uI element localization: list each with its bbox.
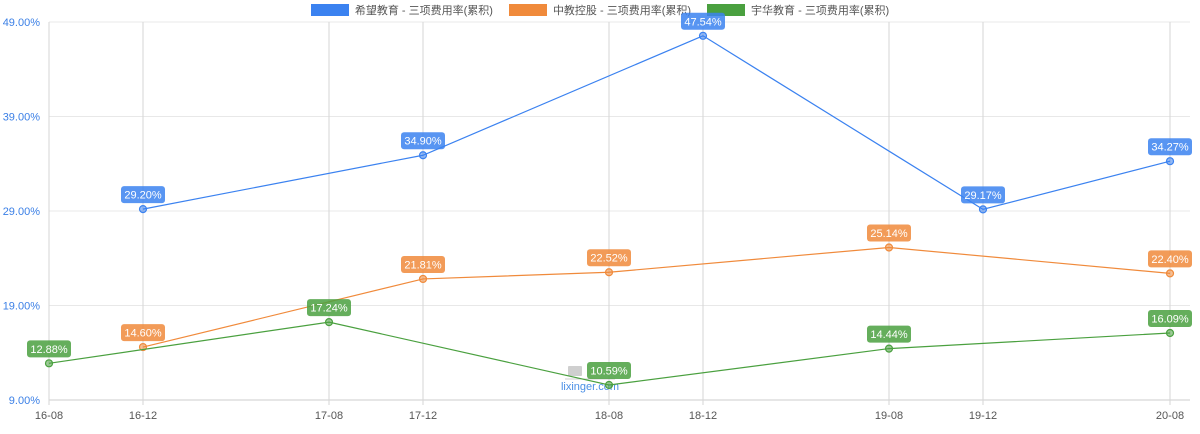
axes: 49.00% 39.00% 29.00% 19.00% 9.00% 16-08 16-12 1… xyxy=(3,17,1184,422)
x-tick-label: 16-12 xyxy=(129,410,157,422)
x-tick-label: 17-12 xyxy=(409,410,437,422)
data-point[interactable] xyxy=(44,359,54,368)
data-label: 21.81% xyxy=(401,255,445,273)
legend-label: 宇华教育 - 三项费用率(累积) xyxy=(751,5,890,17)
data-label: 14.44% xyxy=(867,325,911,343)
data-label: 29.20% xyxy=(121,186,165,204)
series-line xyxy=(142,246,1171,348)
data-label: 12.88% xyxy=(27,340,71,358)
data-label: 17.24% xyxy=(307,299,351,317)
data-label: 29.17% xyxy=(961,186,1005,204)
data-point[interactable] xyxy=(1165,269,1175,278)
svg-text:17.24%: 17.24% xyxy=(310,303,348,315)
data-point[interactable] xyxy=(698,31,708,40)
data-labels: 29.20% 34.90% 47.54% 29.17% 34.27% 14.60% 21.8… xyxy=(27,12,1192,379)
data-label: 10.59% xyxy=(587,361,631,379)
y-tick-label: 39.00% xyxy=(3,112,41,124)
data-point[interactable] xyxy=(884,243,894,252)
watermark-logo-icon xyxy=(568,366,582,376)
legend-swatch-orange-icon xyxy=(508,4,547,16)
y-tick-label: 49.00% xyxy=(3,17,41,29)
svg-text:22.40%: 22.40% xyxy=(1151,254,1189,266)
svg-text:21.81%: 21.81% xyxy=(404,259,442,271)
x-tick-label: 19-08 xyxy=(875,410,903,422)
data-point[interactable] xyxy=(604,268,614,277)
data-label: 25.14% xyxy=(867,224,911,242)
svg-text:29.20%: 29.20% xyxy=(124,190,162,202)
legend-swatch-blue-icon xyxy=(310,4,349,16)
data-point[interactable] xyxy=(418,274,428,284)
data-point[interactable] xyxy=(1165,157,1175,166)
y-tick-label: 19.00% xyxy=(3,301,41,313)
svg-text:14.60%: 14.60% xyxy=(124,328,162,340)
series-line xyxy=(142,35,1171,211)
data-label: 16.09% xyxy=(1148,309,1192,327)
svg-text:25.14%: 25.14% xyxy=(870,228,908,240)
data-label: 22.52% xyxy=(587,249,631,267)
x-tick-label: 19-12 xyxy=(969,410,997,422)
data-point[interactable] xyxy=(138,205,148,214)
data-point[interactable] xyxy=(418,151,428,160)
svg-text:22.52%: 22.52% xyxy=(590,253,628,265)
x-tick-label: 20-08 xyxy=(1156,410,1184,422)
x-tick-label: 18-08 xyxy=(595,410,623,422)
chart-legend: 希望教育 - 三项费用率(累积) 中教控股 - 三项费用率(累积) 宇华教育 -… xyxy=(0,2,1200,18)
data-label: 34.27% xyxy=(1148,138,1192,156)
data-label: 14.60% xyxy=(121,324,165,342)
y-tick-label: 29.00% xyxy=(3,206,41,218)
x-tick-label: 17-08 xyxy=(315,410,343,422)
svg-text:16.09%: 16.09% xyxy=(1151,313,1189,325)
svg-text:47.54%: 47.54% xyxy=(684,16,722,28)
legend-label: 中教控股 - 三项费用率(累积) xyxy=(552,5,692,17)
svg-text:34.27%: 34.27% xyxy=(1151,142,1189,154)
data-label: 47.54% xyxy=(681,12,725,30)
legend-item-zhongjiao[interactable]: 中教控股 - 三项费用率(累积) xyxy=(508,2,692,18)
y-tick-label: 9.00% xyxy=(9,395,40,407)
grid-lines xyxy=(48,21,1190,405)
data-label: 34.90% xyxy=(401,132,445,150)
legend-item-xiwang[interactable]: 希望教育 - 三项费用率(累积) xyxy=(310,2,493,18)
legend-label: 希望教育 - 三项费用率(累积) xyxy=(354,5,493,17)
x-tick-label: 16-08 xyxy=(35,410,63,422)
svg-text:10.59%: 10.59% xyxy=(590,365,628,377)
svg-text:14.44%: 14.44% xyxy=(870,329,908,341)
data-point[interactable] xyxy=(884,344,894,353)
svg-text:12.88%: 12.88% xyxy=(30,344,68,356)
data-label: 22.40% xyxy=(1148,250,1192,268)
data-point[interactable] xyxy=(324,318,334,327)
svg-text:29.17%: 29.17% xyxy=(964,190,1002,202)
data-point[interactable] xyxy=(1165,328,1175,338)
data-point[interactable] xyxy=(978,205,988,214)
svg-text:34.90%: 34.90% xyxy=(404,136,442,148)
data-point[interactable] xyxy=(604,380,614,390)
x-tick-label: 18-12 xyxy=(689,410,717,422)
